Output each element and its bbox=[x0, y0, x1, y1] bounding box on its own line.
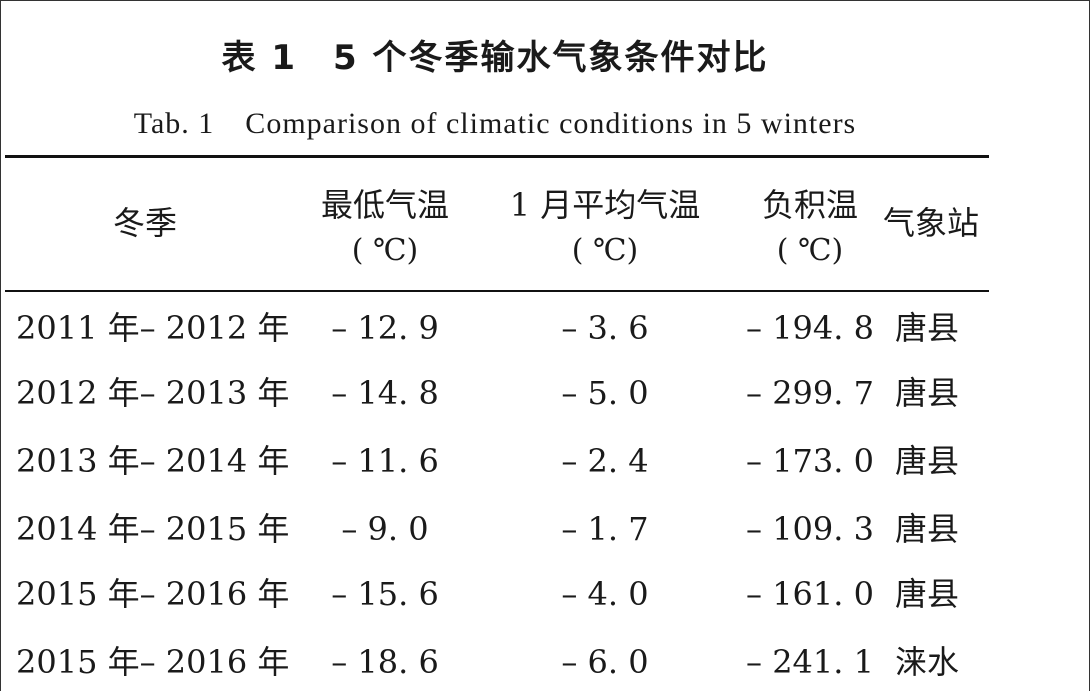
cell-winter: 2011 年– 2012 年 bbox=[16, 309, 290, 347]
table-row: 2014 年– 2015 年 – 9. 0 – 1. 7 – 109. 3 唐县 bbox=[0, 499, 990, 559]
cell-station: 唐县 bbox=[895, 510, 960, 548]
cell-min-temp: – 12. 9 bbox=[331, 309, 439, 347]
cell-winter: 2012 年– 2013 年 bbox=[16, 374, 290, 412]
table-row: 2015 年– 2016 年 – 18. 6 – 6. 0 – 241. 1 涞… bbox=[0, 632, 990, 692]
table-row: 2012 年– 2013 年 – 14. 8 – 5. 0 – 299. 7 唐… bbox=[0, 363, 990, 423]
cell-jan-temp: – 2. 4 bbox=[561, 442, 649, 480]
cell-min-temp: – 15. 6 bbox=[331, 575, 439, 613]
cell-winter: 2015 年– 2016 年 bbox=[16, 643, 290, 681]
cell-min-temp: – 11. 6 bbox=[331, 442, 439, 480]
table-row: 2015 年– 2016 年 – 15. 6 – 4. 0 – 161. 0 唐… bbox=[0, 564, 990, 624]
cell-neg-accum: – 109. 3 bbox=[746, 510, 874, 548]
header-min-temp-unit: ( ℃) bbox=[351, 233, 419, 268]
cell-station: 唐县 bbox=[895, 374, 960, 412]
cell-station: 唐县 bbox=[895, 442, 960, 480]
table-title-chinese: 表 1 5 个冬季输水气象条件对比 bbox=[221, 38, 769, 78]
cell-min-temp: – 9. 0 bbox=[341, 510, 429, 548]
cell-winter: 2014 年– 2015 年 bbox=[16, 510, 290, 548]
table-row: 2013 年– 2014 年 – 11. 6 – 2. 4 – 173. 0 唐… bbox=[0, 431, 990, 491]
header-winter: 冬季 bbox=[112, 204, 177, 242]
cell-jan-temp: – 6. 0 bbox=[561, 643, 649, 681]
header-neg-accum: 负积温 ( ℃) bbox=[740, 182, 880, 274]
cell-jan-temp: – 3. 6 bbox=[561, 309, 649, 347]
table-title-english: Tab. 1 Comparison of climatic conditions… bbox=[133, 107, 857, 140]
header-neg-accum-unit: ( ℃) bbox=[776, 233, 844, 268]
cell-neg-accum: – 299. 7 bbox=[746, 374, 874, 412]
cell-min-temp: – 14. 8 bbox=[331, 374, 439, 412]
cell-neg-accum: – 173. 0 bbox=[746, 442, 874, 480]
cell-jan-temp: – 1. 7 bbox=[561, 510, 649, 548]
cell-winter: 2015 年– 2016 年 bbox=[16, 575, 290, 613]
cell-min-temp: – 18. 6 bbox=[331, 643, 439, 681]
cell-neg-accum: – 161. 0 bbox=[746, 575, 874, 613]
cell-jan-temp: – 4. 0 bbox=[561, 575, 649, 613]
table-row: 2011 年– 2012 年 – 12. 9 – 3. 6 – 194. 8 唐… bbox=[0, 298, 990, 358]
cell-station: 唐县 bbox=[895, 575, 960, 613]
cell-station: 涞水 bbox=[895, 643, 960, 681]
cell-neg-accum: – 194. 8 bbox=[746, 309, 874, 347]
cell-winter: 2013 年– 2014 年 bbox=[16, 442, 290, 480]
table-header-rule bbox=[5, 290, 989, 292]
header-station: 气象站 bbox=[882, 204, 979, 242]
cell-station: 唐县 bbox=[895, 309, 960, 347]
header-jan-temp: 1 月平均气温 ( ℃) bbox=[495, 182, 715, 274]
table-top-rule bbox=[5, 155, 989, 158]
header-jan-temp-unit: ( ℃) bbox=[571, 233, 639, 268]
cell-jan-temp: – 5. 0 bbox=[561, 374, 649, 412]
cell-neg-accum: – 241. 1 bbox=[746, 643, 874, 681]
header-min-temp: 最低气温 ( ℃) bbox=[300, 182, 470, 274]
